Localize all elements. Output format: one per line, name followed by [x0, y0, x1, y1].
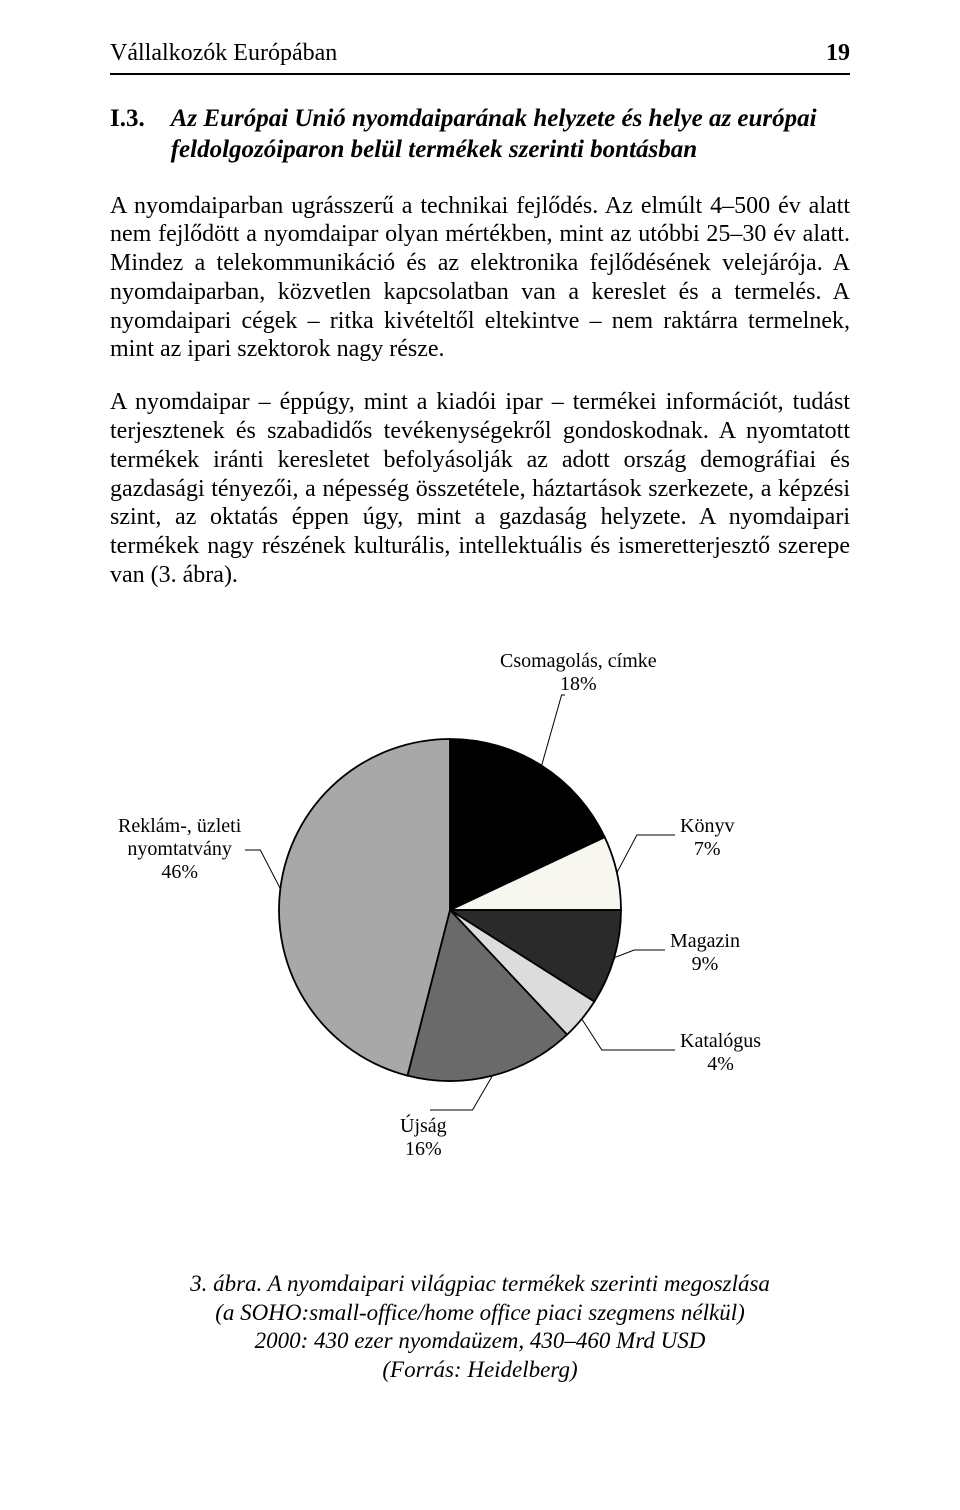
- section-heading: I.3. Az Európai Unió nyomdaiparának hely…: [110, 103, 850, 166]
- header-rule: [110, 73, 850, 75]
- page: Vállalkozók Európában 19 I.3. Az Európai…: [0, 0, 960, 1510]
- figure-caption: 3. ábra. A nyomdaipari világpiac terméke…: [110, 1270, 850, 1385]
- section-title: Az Európai Unió nyomdaiparának helyzete …: [171, 103, 850, 166]
- caption-line-1: 3. ábra. A nyomdaipari világpiac terméke…: [110, 1270, 850, 1299]
- caption-line-2: (a SOHO:small-office/home office piaci s…: [110, 1299, 850, 1328]
- leader-csomagolas: [542, 695, 565, 766]
- leader-konyv: [617, 835, 675, 873]
- running-header: Vállalkozók Európában 19: [110, 40, 850, 73]
- pie-chart: Csomagolás, címke 18% Könyv 7% Magazin 9…: [110, 650, 850, 1190]
- leader-reklam: [245, 850, 280, 889]
- leader-ujsag: [430, 1075, 493, 1109]
- page-number: 19: [826, 40, 850, 67]
- leader-lines: [110, 650, 850, 1190]
- caption-line-4: (Forrás: Heidelberg): [110, 1356, 850, 1385]
- running-title: Vállalkozók Európában: [110, 40, 337, 67]
- paragraph-2: A nyomdaipar – éppúgy, mint a kiadói ipa…: [110, 388, 850, 590]
- section-number: I.3.: [110, 103, 145, 166]
- caption-line-3: 2000: 430 ezer nyomdaüzem, 430–460 Mrd U…: [110, 1327, 850, 1356]
- leader-katalogus: [582, 1019, 675, 1050]
- leader-magazin: [614, 950, 665, 958]
- paragraph-1: A nyomdaiparban ugrásszerű a technikai f…: [110, 192, 850, 365]
